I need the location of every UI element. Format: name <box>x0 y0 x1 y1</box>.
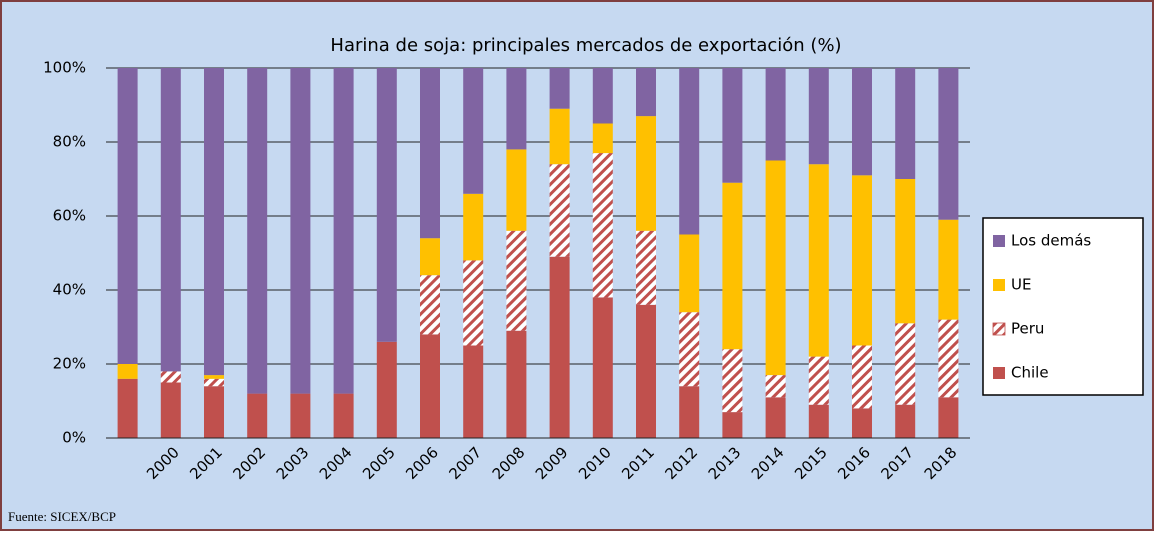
legend-box <box>982 217 1144 396</box>
bar-segment <box>808 68 829 165</box>
bar-segment <box>247 393 268 438</box>
bar-segment <box>420 68 440 239</box>
source: Fuente: SICEX/BCP <box>8 509 116 524</box>
bar-segment <box>895 68 916 179</box>
legend-label: Chile <box>1011 364 1049 382</box>
bar-segment <box>592 153 613 298</box>
legend-swatch <box>992 322 1006 336</box>
bar-segment <box>679 386 700 438</box>
bar-segment <box>938 397 959 438</box>
legend-label: UE <box>1011 276 1031 294</box>
bar-segment <box>549 68 570 109</box>
bar-segment <box>290 68 311 394</box>
bar-segment <box>808 404 829 438</box>
bar-segment <box>636 116 656 231</box>
y-tick-label: 0% <box>62 429 86 447</box>
bar-segment <box>895 404 916 438</box>
bar-segment <box>549 164 570 257</box>
bar-segment <box>420 334 440 438</box>
bar-segment <box>204 375 224 379</box>
bar-segment <box>506 330 527 438</box>
bar-segment <box>679 68 700 235</box>
bar-segment <box>549 108 570 165</box>
legend-swatch <box>993 279 1005 291</box>
bar-segment <box>808 356 829 405</box>
bar-segment <box>679 312 700 387</box>
bar-segment <box>852 68 872 176</box>
bar-segment <box>938 68 959 220</box>
bar-segment <box>722 412 743 438</box>
bar-segment <box>117 68 138 364</box>
bar-segment <box>636 230 656 305</box>
bar-segment <box>592 297 613 438</box>
bar-segment <box>895 179 916 324</box>
bar-segment <box>117 364 138 379</box>
y-tick-label: 80% <box>53 133 86 151</box>
bar-segment <box>549 256 570 438</box>
bar-segment <box>160 68 181 372</box>
legend-swatch <box>993 235 1005 247</box>
legend-swatch <box>993 367 1005 379</box>
bar-segment <box>290 393 311 438</box>
bar-segment <box>506 149 527 231</box>
bar-segment <box>160 371 181 383</box>
bar-segment <box>938 319 959 398</box>
bar-segment <box>765 160 786 376</box>
bar-segment <box>765 68 786 161</box>
legend-label: Los demás <box>1011 232 1091 250</box>
bar-segment <box>679 234 700 313</box>
bar-segment <box>463 260 484 346</box>
bar-segment <box>722 182 743 350</box>
y-tick-label: 20% <box>53 355 86 373</box>
bar-segment <box>204 386 224 438</box>
bar-segment <box>333 68 354 394</box>
bar-segment <box>592 123 613 154</box>
chart-title: Harina de soja: principales mercados de … <box>330 35 841 56</box>
bar-segment <box>636 304 656 438</box>
legend-label: Peru <box>1011 320 1044 338</box>
bar-segment <box>333 393 354 438</box>
bar-segment <box>376 341 397 438</box>
bar-segment <box>895 323 916 405</box>
bar-segment <box>808 164 829 357</box>
y-tick-label: 60% <box>53 207 86 225</box>
bar-segment <box>506 230 527 331</box>
bar-segment <box>722 349 743 413</box>
bar-segment <box>722 68 743 183</box>
bar-segment <box>204 378 224 387</box>
bar-segment <box>160 382 181 438</box>
bar-segment <box>852 345 872 409</box>
y-tick-label: 100% <box>43 59 86 77</box>
bar-segment <box>506 68 527 150</box>
bar-segment <box>938 219 959 320</box>
bar-segment <box>852 175 872 346</box>
bar-segment <box>117 378 138 438</box>
bar-segment <box>204 68 224 376</box>
bar-segment <box>592 68 613 124</box>
bar-segment <box>247 68 268 394</box>
bar-segment <box>636 68 656 117</box>
bar-segment <box>765 375 786 398</box>
bar-segment <box>420 275 440 335</box>
bar-segment <box>463 345 484 438</box>
bar-segment <box>376 68 397 342</box>
bar-segment <box>765 397 786 438</box>
y-tick-label: 40% <box>53 281 86 299</box>
bar-segment <box>463 193 484 261</box>
bar-segment <box>420 238 440 276</box>
bar-segment <box>463 68 484 194</box>
bar-segment <box>852 408 872 438</box>
